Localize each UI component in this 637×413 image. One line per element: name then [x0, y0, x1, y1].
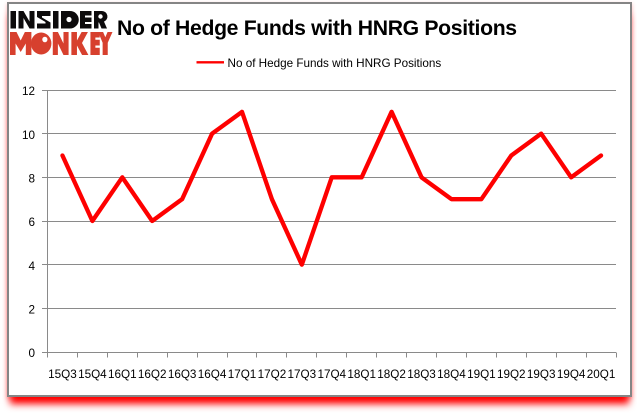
svg-text:6: 6	[28, 216, 35, 229]
svg-text:19Q1: 19Q1	[467, 368, 496, 381]
svg-text:18Q1: 18Q1	[347, 368, 376, 381]
svg-text:No of Hedge Funds with HNRG P: No of Hedge Funds with HNRG Positions	[228, 57, 442, 70]
svg-text:8: 8	[28, 173, 35, 186]
svg-text:15Q4: 15Q4	[78, 368, 107, 381]
svg-text:18Q3: 18Q3	[407, 368, 436, 381]
svg-text:15Q3: 15Q3	[48, 368, 77, 381]
svg-text:16Q3: 16Q3	[168, 368, 197, 381]
svg-text:4: 4	[28, 260, 35, 273]
svg-text:16Q1: 16Q1	[108, 368, 137, 381]
svg-text:2: 2	[28, 304, 35, 317]
svg-text:12: 12	[22, 85, 35, 98]
svg-text:0: 0	[28, 347, 35, 360]
svg-text:No of Hedge Funds with HNRG Po: No of Hedge Funds with HNRG Positions	[117, 17, 517, 40]
svg-text:19Q3: 19Q3	[527, 368, 556, 381]
svg-text:17Q4: 17Q4	[317, 368, 346, 381]
svg-text:17Q1: 17Q1	[228, 368, 257, 381]
svg-text:19Q4: 19Q4	[557, 368, 586, 381]
svg-text:16Q2: 16Q2	[138, 368, 167, 381]
svg-text:16Q4: 16Q4	[198, 368, 227, 381]
svg-text:18Q2: 18Q2	[377, 368, 406, 381]
svg-text:10: 10	[22, 129, 36, 142]
svg-text:20Q1: 20Q1	[587, 368, 616, 381]
svg-text:18Q4: 18Q4	[437, 368, 466, 381]
svg-text:19Q2: 19Q2	[497, 368, 526, 381]
svg-text:17Q3: 17Q3	[288, 368, 317, 381]
svg-text:17Q2: 17Q2	[258, 368, 287, 381]
